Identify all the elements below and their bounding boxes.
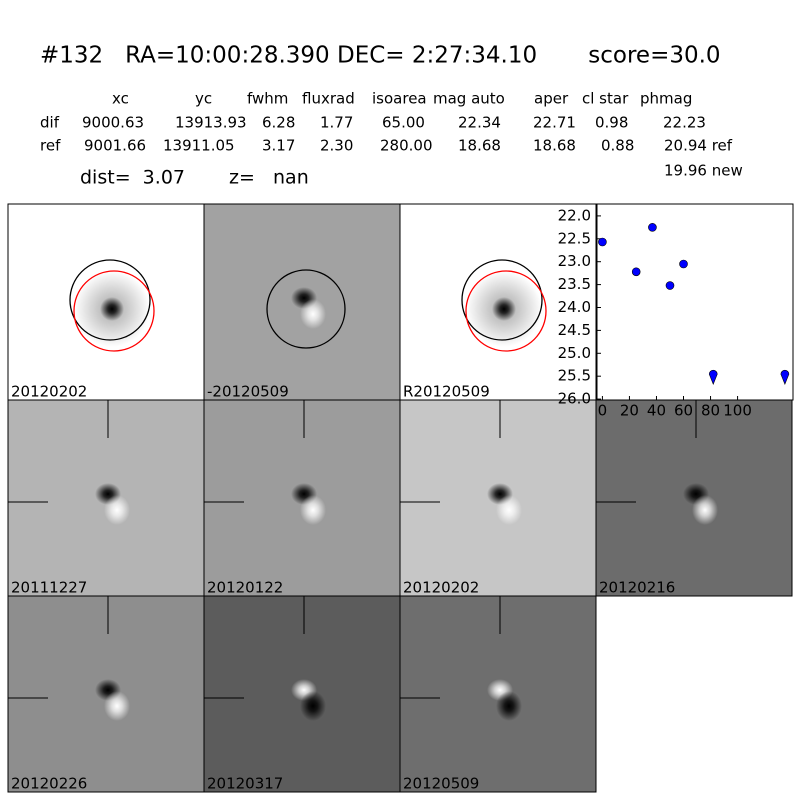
y-tick-label: 24.0 (558, 298, 591, 316)
table-cell: 9000.63 (82, 114, 144, 132)
y-tick-label: 22.0 (558, 206, 591, 224)
column-header: isoarea (372, 90, 427, 108)
column-header: phmag (640, 90, 692, 108)
column-header: xc (112, 90, 129, 108)
x-tick-label: 40 (647, 402, 666, 420)
y-tick-label: 25.0 (558, 344, 591, 362)
upper-limit (780, 369, 790, 385)
table-cell: 20.94 ref (664, 137, 733, 155)
dipole-b (104, 495, 130, 525)
dist: dist= 3.07 (80, 167, 185, 189)
column-header: fluxrad (302, 90, 355, 108)
column-header: mag auto (433, 90, 505, 108)
aperture (69, 259, 151, 341)
y-tick-label: 22.5 (558, 229, 591, 247)
dipole-b (104, 691, 130, 721)
column-header: aper (534, 90, 569, 108)
y-tick-label: 23.0 (558, 252, 591, 270)
z: z= nan (229, 167, 309, 189)
table-cell: 13913.93 (175, 114, 247, 132)
dipole-b (496, 691, 522, 721)
point (631, 267, 641, 277)
y-tick-label: 26.0 (558, 390, 591, 408)
dipole-b (300, 691, 326, 721)
aperture (266, 269, 346, 349)
x-tick-label: 80 (701, 402, 720, 420)
dipole-b (496, 495, 522, 525)
column-header: yc (195, 90, 212, 108)
table-cell: ref (40, 137, 61, 155)
point (598, 237, 607, 247)
table-cell: 22.23 (663, 114, 706, 132)
y-tick-label: 25.5 (558, 367, 591, 385)
dipole-b (692, 495, 718, 525)
y-tick-label: 24.5 (558, 321, 591, 339)
table-cell: 0.98 (595, 114, 628, 132)
y-tick-label: 23.5 (558, 275, 591, 293)
x-tick-label: 20 (620, 402, 639, 420)
dipole-b (300, 495, 326, 525)
stamp-label: 20111227 (11, 579, 87, 597)
dipole-b (300, 299, 326, 329)
phmag-new: 19.96 new (664, 162, 743, 180)
source (492, 297, 516, 321)
title: #132 RA=10:00:28.390 DEC= 2:27:34.10 sco… (40, 43, 721, 69)
table-cell: 280.00 (380, 137, 433, 155)
x-tick-label: 100 (723, 402, 752, 420)
table-cell: 22.71 (533, 114, 576, 132)
point (679, 259, 688, 269)
aperture-ref (73, 270, 155, 352)
aperture (461, 259, 543, 341)
x-tick-label: 0 (598, 402, 608, 420)
table-cell: dif (40, 114, 60, 132)
source (100, 297, 124, 321)
stamp-label: 20120509 (403, 775, 479, 793)
table-cell: 9001.66 (84, 137, 146, 155)
stamp-label: 20120226 (11, 775, 87, 793)
table-cell: 6.28 (262, 114, 295, 132)
upper-limit (708, 369, 718, 385)
point (648, 223, 657, 232)
x-tick-label: 60 (674, 402, 693, 420)
stamp-label: 20120317 (207, 775, 283, 793)
column-header: cl star (582, 90, 629, 108)
plot-area (596, 203, 794, 401)
stamp-label: -20120509 (207, 383, 289, 401)
table-cell: 3.17 (262, 137, 295, 155)
stamp-label: 20120122 (207, 579, 283, 597)
table-cell: 0.88 (601, 137, 634, 155)
stamp-label: R20120509 (403, 383, 490, 401)
table-cell: 2.30 (320, 137, 353, 155)
table-cell: 18.68 (458, 137, 501, 155)
table-cell: 13911.05 (163, 137, 235, 155)
stamp-label: 20120216 (599, 579, 675, 597)
table-cell: 1.77 (320, 114, 353, 132)
aperture-ref (465, 270, 547, 352)
stamp-label: 20120202 (403, 579, 479, 597)
table-cell: 65.00 (382, 114, 425, 132)
table-cell: 22.34 (458, 114, 501, 132)
column-header: fwhm (247, 90, 288, 108)
table-cell: 18.68 (533, 137, 576, 155)
point (665, 281, 675, 290)
stamp-label: 20120202 (11, 383, 87, 401)
